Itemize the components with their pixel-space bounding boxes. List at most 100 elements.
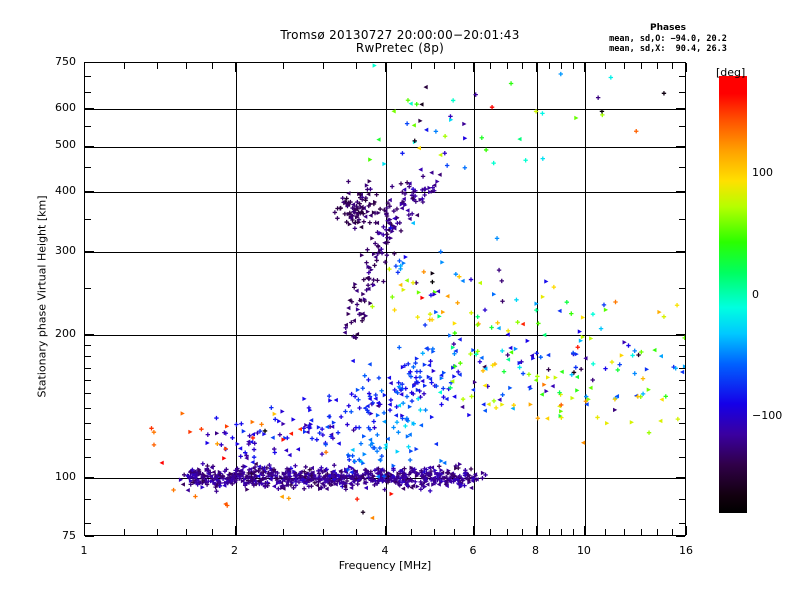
y-minor-tick — [679, 344, 685, 346]
data-point — [629, 420, 634, 425]
y-minor-tick — [679, 498, 685, 500]
data-point — [491, 292, 497, 297]
data-point — [330, 479, 336, 484]
data-point — [357, 405, 362, 411]
data-point — [279, 475, 284, 480]
data-point — [293, 483, 299, 488]
data-point — [298, 469, 303, 475]
data-point — [383, 442, 388, 448]
x-minor-tick — [548, 63, 550, 69]
data-point — [326, 473, 332, 479]
y-minor-tick — [85, 125, 91, 127]
data-point — [178, 477, 184, 482]
data-point — [479, 135, 485, 140]
data-point — [381, 474, 387, 479]
data-point — [580, 440, 586, 445]
data-point — [368, 213, 373, 218]
data-point — [622, 340, 627, 345]
x-minor-tick — [186, 529, 187, 535]
data-point — [362, 452, 367, 457]
data-point — [209, 479, 215, 484]
data-point — [369, 515, 375, 521]
data-point — [318, 486, 323, 492]
data-point — [470, 387, 476, 393]
data-point — [233, 479, 238, 485]
data-point — [350, 466, 355, 471]
data-point — [208, 470, 213, 475]
data-point — [416, 290, 422, 295]
x-minor-tick — [572, 63, 574, 69]
data-point — [271, 467, 277, 472]
data-point — [583, 399, 589, 404]
data-point — [350, 447, 355, 453]
data-point — [359, 197, 365, 202]
data-point — [535, 416, 541, 421]
data-point — [250, 459, 255, 465]
data-point — [353, 469, 358, 474]
data-point — [370, 236, 375, 241]
data-point — [514, 297, 519, 303]
data-point — [399, 202, 404, 207]
data-point — [489, 104, 495, 110]
data-point — [489, 325, 494, 330]
x-minor-tick — [672, 63, 673, 69]
data-point — [335, 479, 341, 484]
data-point — [396, 471, 401, 476]
data-point — [414, 356, 420, 361]
data-point — [303, 464, 308, 470]
data-point — [401, 196, 406, 202]
data-point — [626, 343, 631, 348]
data-point — [384, 252, 390, 258]
data-point — [409, 465, 414, 471]
data-point — [632, 371, 637, 376]
data-point — [349, 320, 354, 325]
data-point — [463, 468, 468, 473]
data-point — [542, 382, 547, 387]
data-point — [204, 467, 209, 473]
x-minor-tick — [657, 529, 658, 535]
data-point — [613, 299, 618, 305]
y-minor-tick — [679, 167, 685, 169]
data-point — [444, 396, 449, 402]
data-point — [363, 485, 368, 491]
data-point — [368, 157, 373, 162]
data-point — [308, 407, 313, 413]
data-point — [539, 392, 544, 397]
data-point — [617, 362, 622, 367]
data-point — [430, 346, 436, 352]
data-point — [272, 450, 277, 455]
data-point — [533, 377, 538, 383]
data-point — [588, 385, 593, 391]
data-point — [398, 282, 403, 288]
data-point — [269, 405, 274, 410]
data-point — [223, 501, 228, 507]
data-point — [302, 396, 307, 402]
data-point — [354, 331, 360, 337]
gridline-horizontal — [85, 335, 685, 337]
data-point — [420, 351, 425, 356]
data-point — [365, 209, 371, 214]
data-point — [350, 202, 356, 207]
data-point — [365, 283, 371, 288]
data-point — [613, 407, 618, 413]
data-point — [279, 483, 284, 489]
x-minor-tick — [454, 63, 456, 69]
data-point — [586, 397, 591, 402]
data-point — [531, 356, 536, 361]
data-point — [679, 369, 685, 375]
data-point — [394, 420, 400, 425]
data-point — [378, 230, 383, 236]
data-point — [399, 392, 404, 397]
data-point — [392, 251, 397, 256]
data-point — [427, 488, 433, 494]
data-point — [240, 470, 245, 476]
data-point — [372, 482, 377, 488]
data-point — [416, 396, 421, 401]
data-point — [342, 211, 348, 217]
data-point — [428, 189, 433, 195]
data-point — [151, 442, 157, 448]
y-minor-tick — [85, 218, 91, 220]
data-point — [353, 472, 358, 477]
data-point — [546, 367, 551, 372]
data-point — [257, 428, 263, 434]
